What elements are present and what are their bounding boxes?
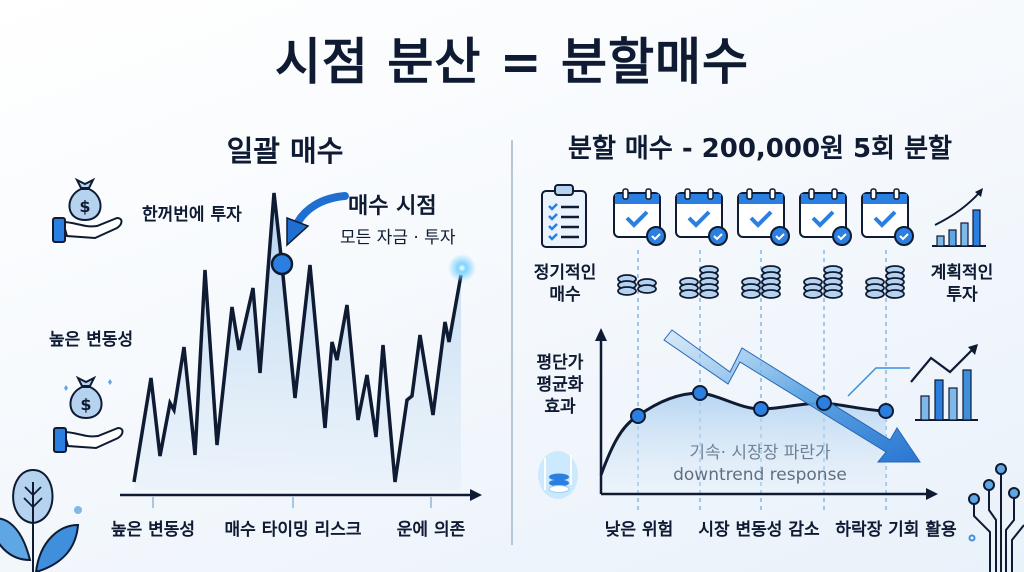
coin-stack-row (617, 265, 905, 299)
glow-endpoint (448, 254, 476, 282)
svg-text:$: $ (79, 197, 90, 216)
left-line-chart (120, 192, 482, 508)
growth-bar-chart-icon (932, 188, 986, 247)
panel-divider (511, 140, 513, 545)
y-label-line2: 평균화 (536, 375, 584, 395)
x-label-luck: 운에 의존 (396, 520, 466, 540)
coin-stack-icon (679, 265, 719, 299)
coin-stack-icon (865, 265, 905, 299)
calendar-check-icon (737, 188, 790, 246)
x-label-timing-risk: 매수 타이밍 리스크 (224, 520, 362, 540)
x-label-volatility-reduction: 시장 변동성 감소 (698, 520, 820, 540)
x-label-high-volatility: 높은 변동성 (110, 520, 196, 540)
planned-investment-line1: 계획적인 (930, 263, 994, 283)
calendar-check-icon (861, 188, 914, 246)
glowing-coin-icon (538, 451, 578, 499)
calendar-check-icon (675, 188, 728, 246)
svg-text:$: $ (80, 395, 91, 414)
circuit-icon (968, 463, 1024, 572)
regular-buying-label: 정기적인 매수 (527, 262, 603, 306)
planned-investment-line2: 투자 (946, 285, 978, 305)
coin-stack-icon (803, 265, 843, 299)
growth-bar-chart-icon (910, 344, 978, 421)
buy-point-callout-sub: 모든 자금 · 투자 (340, 228, 456, 248)
regular-buying-line1: 정기적인 (533, 263, 597, 283)
left-panel-title: 일괄 매수 (226, 134, 344, 168)
coin-stack-icon (617, 274, 657, 296)
x-label-bear-opportunity: 하락장 기회 활용 (835, 520, 957, 540)
page-title: 시점 분산 = 분할매수 (274, 33, 750, 91)
money-bag-hand-icon: $ (52, 177, 123, 243)
average-cost-effect-label: 평단가 평균화 효과 (530, 352, 590, 418)
buy-point-marker (270, 252, 294, 276)
coin-stack-icon (741, 265, 781, 299)
planned-investment-label: 계획적인 투자 (922, 262, 1002, 306)
high-volatility-label: 높은 변동성 (49, 330, 134, 350)
downtrend-arrow-icon (663, 329, 921, 463)
x-label-low-risk: 낮은 위험 (604, 520, 674, 540)
buy-point-callout-title: 매수 시점 (348, 194, 437, 219)
y-label-line1: 평단가 (536, 353, 584, 373)
lump-sum-label: 한꺼번에 투자 (142, 205, 242, 225)
right-line-chart (595, 328, 938, 500)
plant-icon (0, 468, 82, 572)
calendar-check-icon (799, 188, 852, 246)
calendar-check-icon (613, 188, 666, 246)
y-label-line3: 효과 (544, 397, 576, 417)
calendar-row (613, 188, 914, 246)
checklist-clipboard-icon (541, 184, 587, 248)
regular-buying-line2: 매수 (549, 285, 581, 305)
money-bag-hand-icon: $ (53, 375, 124, 453)
right-panel-title: 분할 매수 - 200,000원 5회 분할 (568, 134, 952, 164)
callout-arrow-icon (286, 192, 349, 247)
